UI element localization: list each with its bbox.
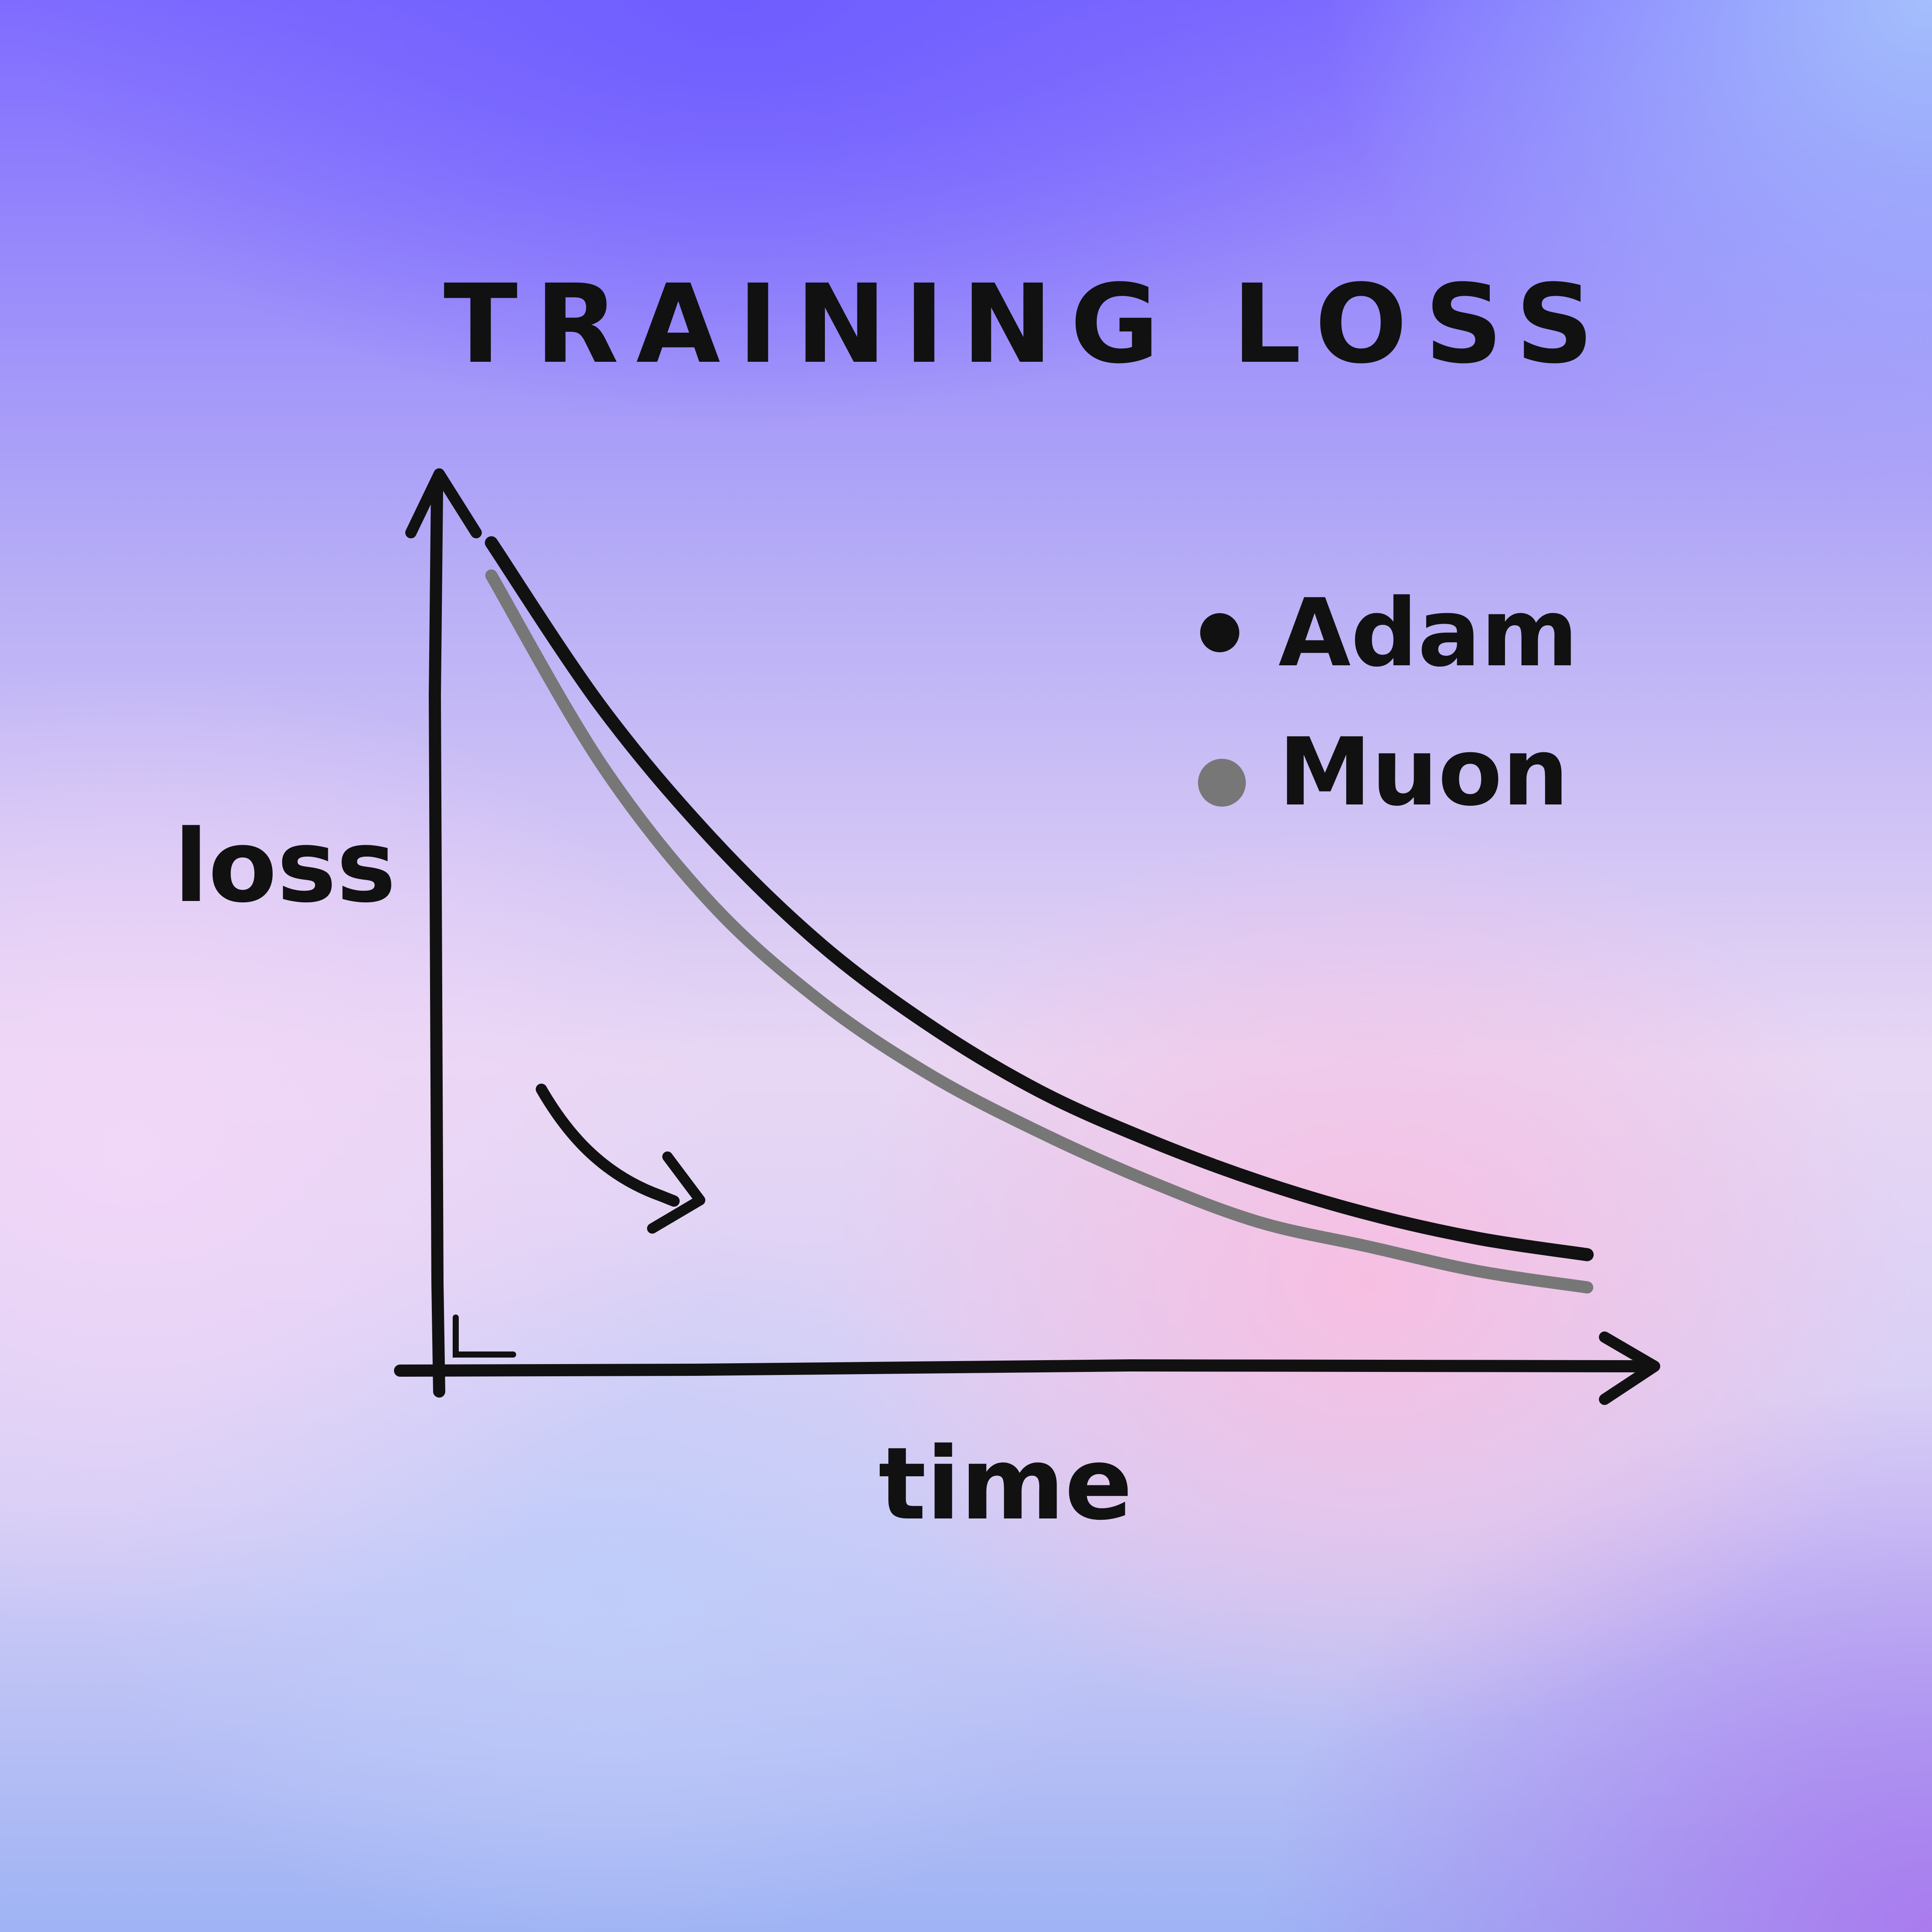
chart-title: TRAINING LOSS xyxy=(444,261,1612,387)
series-line-adam xyxy=(485,536,1594,1261)
series-layer xyxy=(485,536,1594,1294)
chart-legend: Adam Muon xyxy=(1198,578,1578,827)
trend-arrow-head-icon xyxy=(647,1151,705,1234)
legend-marker-muon xyxy=(1198,759,1246,807)
legend-marker-adam xyxy=(1200,613,1239,652)
y-axis-line xyxy=(428,485,445,1398)
x-axis-line xyxy=(394,1359,1650,1377)
legend-label-adam: Adam xyxy=(1278,578,1578,687)
chart-axes xyxy=(394,468,1660,1405)
x-axis-arrowhead xyxy=(1599,1331,1660,1405)
series-line-muon xyxy=(485,569,1593,1294)
y-axis-arrowhead xyxy=(405,468,482,538)
x-axis-label: time xyxy=(878,1426,1133,1542)
trend-arrow-icon xyxy=(536,1084,680,1207)
origin-corner-mark xyxy=(453,1315,516,1358)
legend-label-muon: Muon xyxy=(1278,717,1569,827)
y-axis-label: loss xyxy=(174,809,396,925)
